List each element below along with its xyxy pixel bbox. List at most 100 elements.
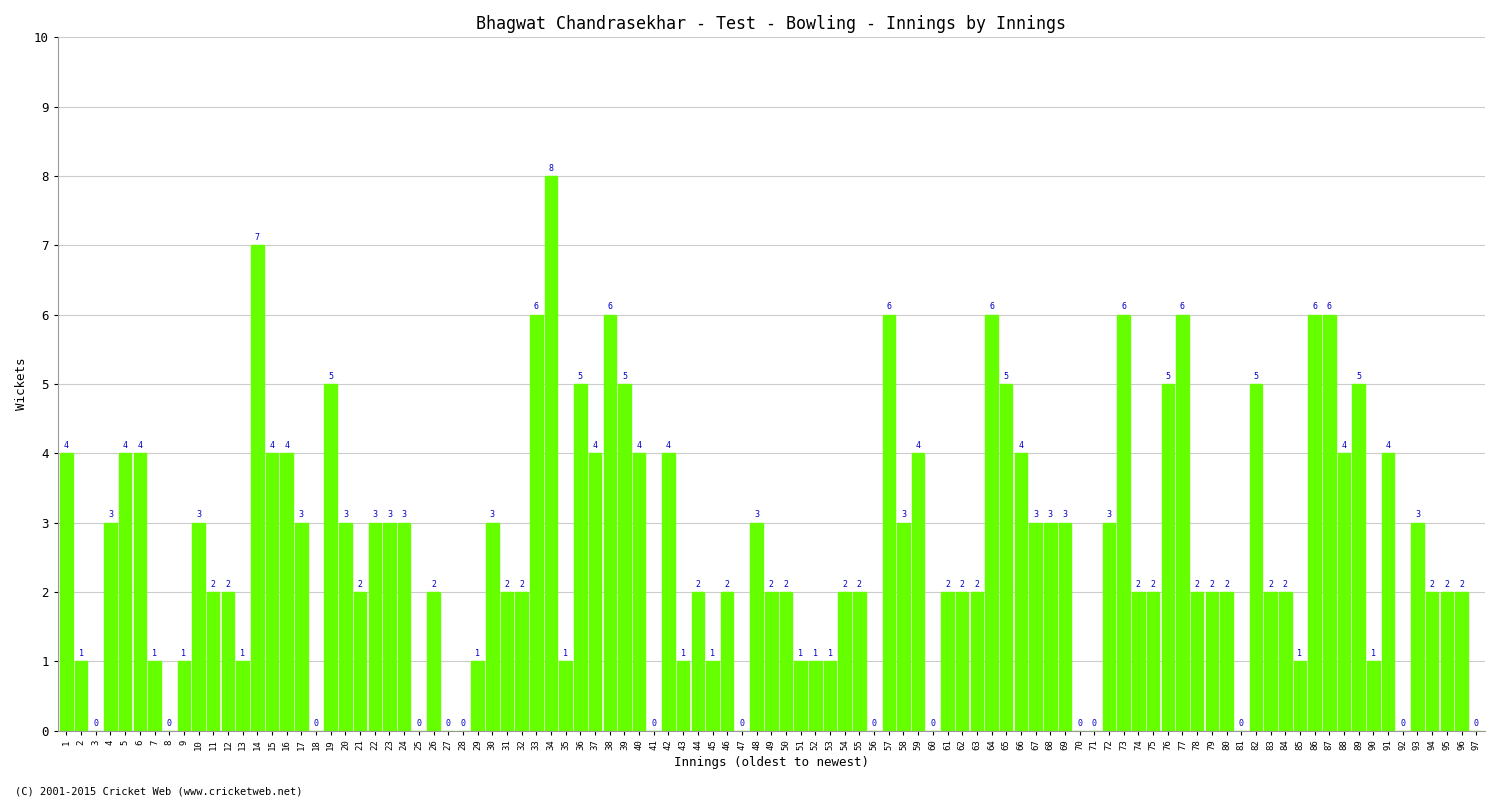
Text: 4: 4: [636, 441, 642, 450]
Text: 0: 0: [166, 719, 171, 728]
Bar: [427, 592, 439, 730]
Text: 3: 3: [1048, 510, 1053, 519]
Text: 0: 0: [460, 719, 465, 728]
Bar: [1044, 522, 1056, 730]
Bar: [251, 246, 264, 730]
Bar: [501, 592, 513, 730]
Bar: [222, 592, 234, 730]
Bar: [780, 592, 792, 730]
Text: 3: 3: [402, 510, 406, 519]
Text: 1: 1: [152, 649, 157, 658]
Text: 2: 2: [1282, 579, 1288, 589]
Text: 3: 3: [902, 510, 906, 519]
Bar: [118, 454, 132, 730]
Text: 3: 3: [372, 510, 378, 519]
Bar: [1353, 384, 1365, 730]
Bar: [1280, 592, 1292, 730]
Text: 4: 4: [915, 441, 921, 450]
Text: 0: 0: [417, 719, 422, 728]
Text: 3: 3: [754, 510, 759, 519]
Bar: [1176, 314, 1188, 730]
Text: 2: 2: [1460, 579, 1464, 589]
Text: 4: 4: [592, 441, 597, 450]
Bar: [177, 662, 190, 730]
Bar: [1323, 314, 1335, 730]
Bar: [75, 662, 87, 730]
Bar: [560, 662, 572, 730]
Bar: [192, 522, 206, 730]
Text: 6: 6: [988, 302, 994, 311]
Bar: [692, 592, 703, 730]
Bar: [369, 522, 381, 730]
Text: 2: 2: [519, 579, 524, 589]
Text: 5: 5: [1254, 371, 1258, 381]
Bar: [706, 662, 718, 730]
Text: 4: 4: [123, 441, 128, 450]
Text: 1: 1: [1298, 649, 1302, 658]
Text: 3: 3: [490, 510, 495, 519]
Text: 0: 0: [871, 719, 876, 728]
Bar: [824, 662, 837, 730]
Text: 1: 1: [813, 649, 818, 658]
Bar: [148, 662, 160, 730]
Bar: [398, 522, 411, 730]
Text: 1: 1: [476, 649, 480, 658]
Bar: [1118, 314, 1130, 730]
Text: 0: 0: [930, 719, 936, 728]
Text: 1: 1: [182, 649, 186, 658]
Text: 4: 4: [1341, 441, 1347, 450]
Text: 0: 0: [651, 719, 657, 728]
Bar: [1338, 454, 1350, 730]
Text: 2: 2: [1150, 579, 1155, 589]
Text: 1: 1: [710, 649, 716, 658]
Text: 4: 4: [64, 441, 69, 450]
Text: 2: 2: [1136, 579, 1142, 589]
Text: 3: 3: [298, 510, 304, 519]
Text: 6: 6: [1312, 302, 1317, 311]
Bar: [1221, 592, 1233, 730]
Text: 5: 5: [1356, 371, 1360, 381]
Text: 8: 8: [549, 163, 554, 173]
Text: 2: 2: [1444, 579, 1449, 589]
Bar: [970, 592, 982, 730]
Text: 3: 3: [1062, 510, 1068, 519]
Text: 4: 4: [1386, 441, 1390, 450]
Text: 0: 0: [446, 719, 450, 728]
Bar: [1412, 522, 1424, 730]
Text: 0: 0: [314, 719, 318, 728]
Bar: [795, 662, 807, 730]
Bar: [1059, 522, 1071, 730]
Bar: [280, 454, 292, 730]
Bar: [956, 592, 969, 730]
Text: 6: 6: [1328, 302, 1332, 311]
Bar: [354, 592, 366, 730]
Text: 3: 3: [108, 510, 112, 519]
Bar: [266, 454, 278, 730]
Text: 2: 2: [1209, 579, 1215, 589]
Text: 2: 2: [842, 579, 848, 589]
Bar: [722, 592, 734, 730]
Text: 6: 6: [1180, 302, 1185, 311]
Text: 2: 2: [770, 579, 774, 589]
Text: 4: 4: [284, 441, 290, 450]
Y-axis label: Wickets: Wickets: [15, 358, 28, 410]
Text: 3: 3: [387, 510, 392, 519]
Text: 2: 2: [225, 579, 231, 589]
Text: 3: 3: [1034, 510, 1038, 519]
Bar: [1308, 314, 1322, 730]
Text: 0: 0: [740, 719, 744, 728]
Bar: [882, 314, 896, 730]
Bar: [544, 176, 558, 730]
Text: 0: 0: [1401, 719, 1406, 728]
Text: 2: 2: [210, 579, 216, 589]
Text: 1: 1: [828, 649, 833, 658]
Bar: [1102, 522, 1116, 730]
Text: 6: 6: [534, 302, 538, 311]
Text: 0: 0: [1473, 719, 1479, 728]
Bar: [1000, 384, 1012, 730]
Text: 0: 0: [1077, 719, 1082, 728]
Text: 5: 5: [1166, 371, 1170, 381]
Bar: [339, 522, 351, 730]
Bar: [839, 592, 850, 730]
Text: 5: 5: [622, 371, 627, 381]
